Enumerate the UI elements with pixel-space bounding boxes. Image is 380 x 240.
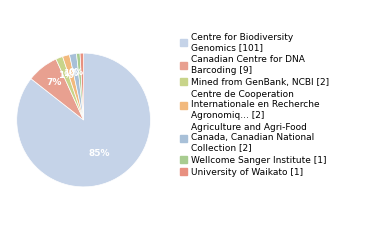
Text: 1%: 1% xyxy=(59,71,74,80)
Wedge shape xyxy=(31,59,84,120)
Text: 1%: 1% xyxy=(63,69,79,78)
Text: 7%: 7% xyxy=(46,78,62,87)
Wedge shape xyxy=(63,55,84,120)
Wedge shape xyxy=(17,53,150,187)
Text: 0%: 0% xyxy=(68,68,84,77)
Text: 85%: 85% xyxy=(89,149,111,158)
Wedge shape xyxy=(76,53,84,120)
Wedge shape xyxy=(70,54,84,120)
Wedge shape xyxy=(56,56,84,120)
Wedge shape xyxy=(80,53,84,120)
Legend: Centre for Biodiversity
Genomics [101], Canadian Centre for DNA
Barcoding [9], M: Centre for Biodiversity Genomics [101], … xyxy=(180,33,329,177)
